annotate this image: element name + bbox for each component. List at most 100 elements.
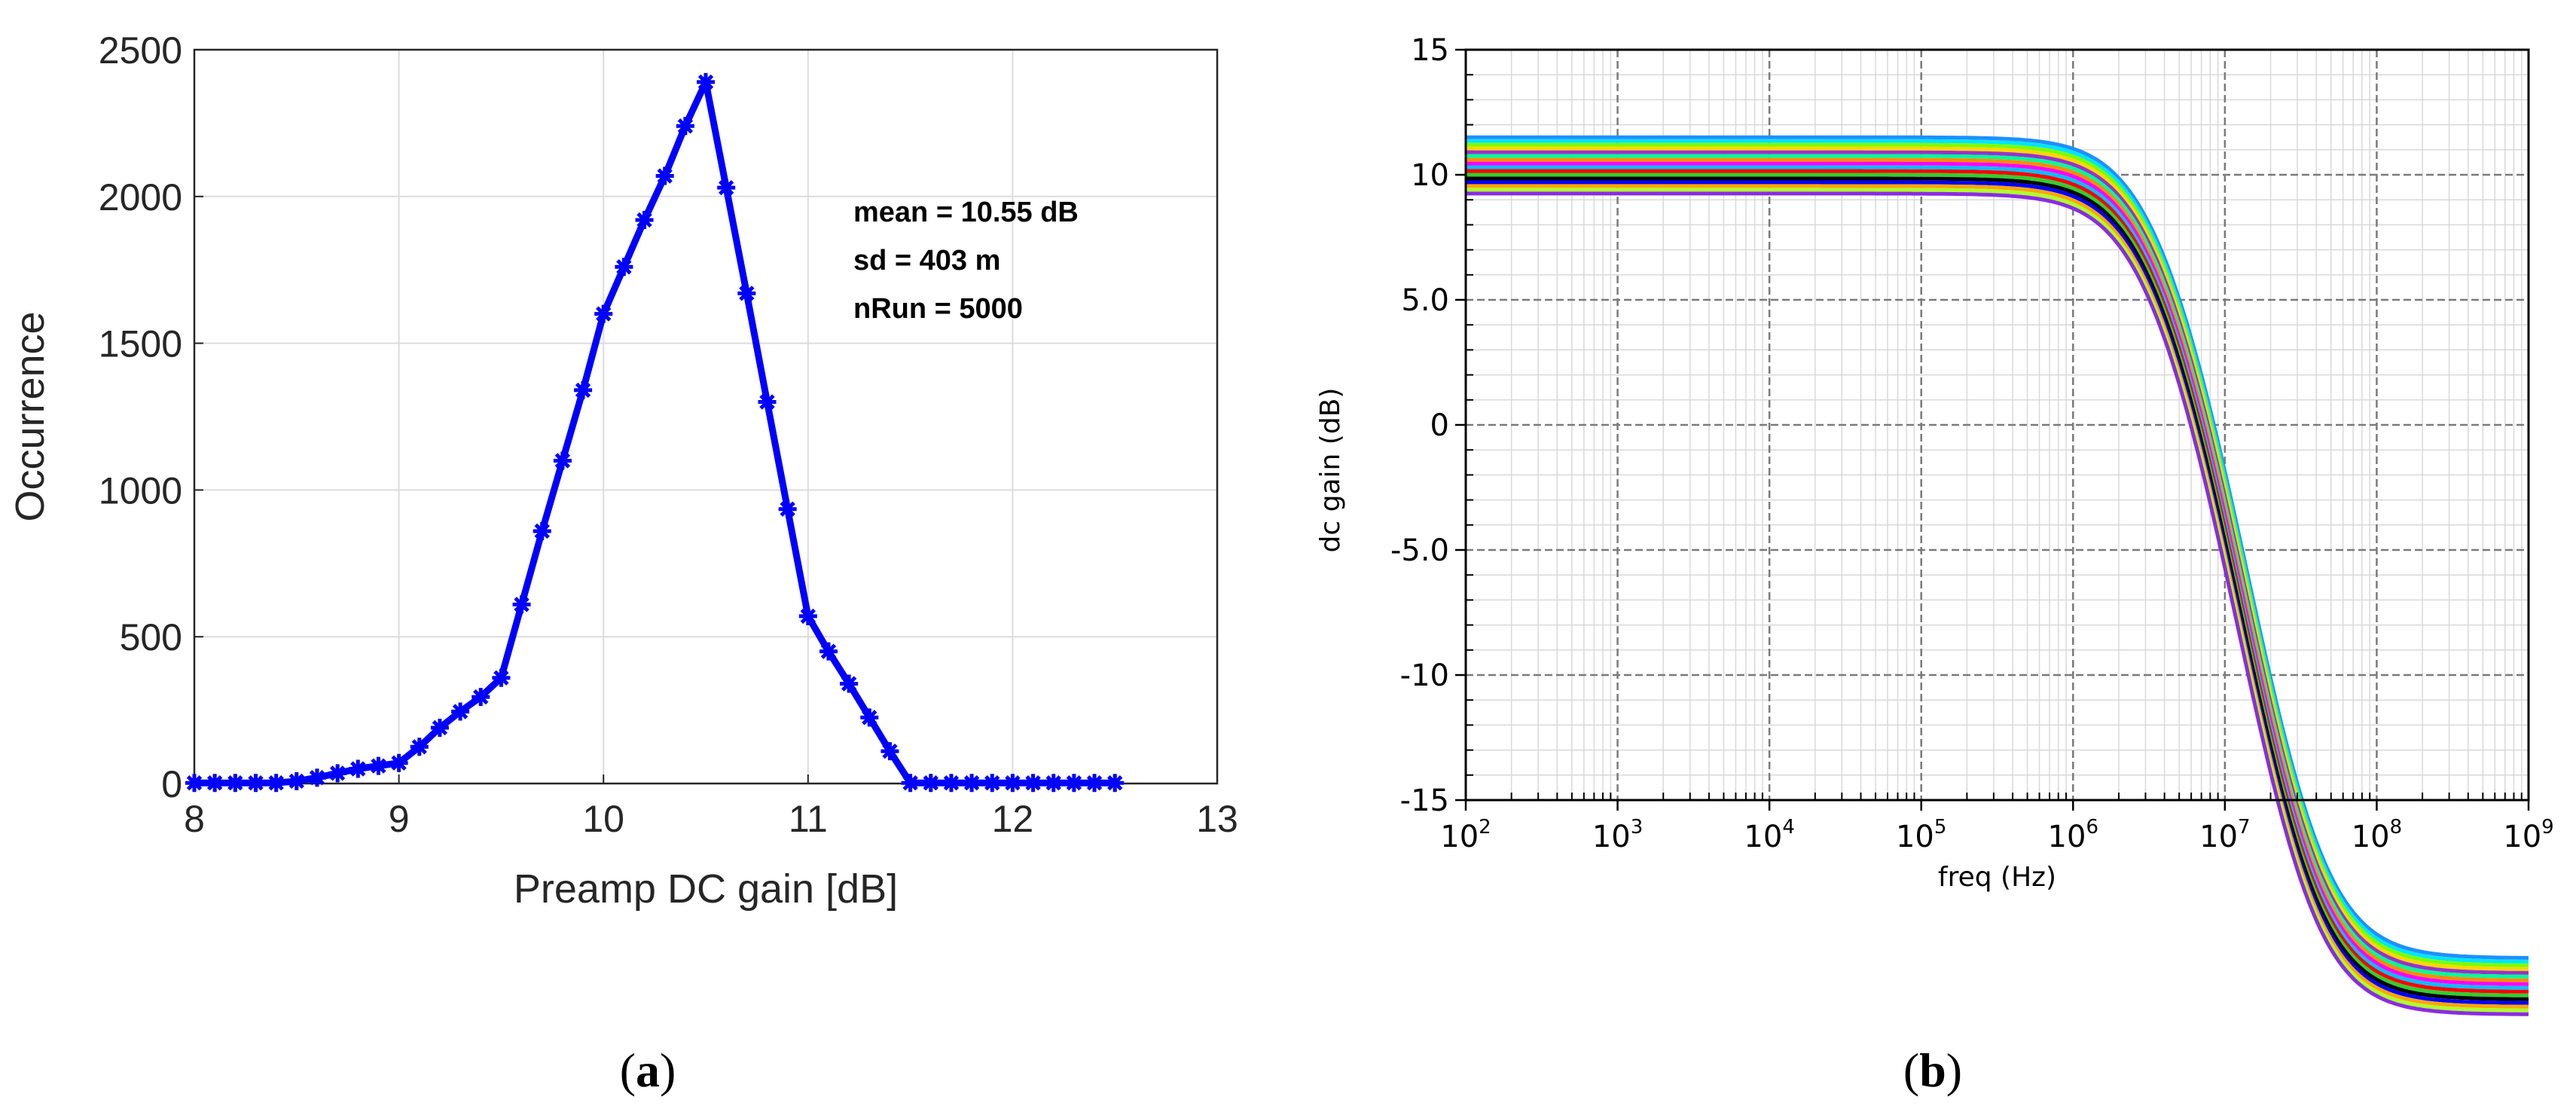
data-marker (778, 499, 797, 518)
x-tick-base: 10 (2352, 820, 2390, 854)
data-marker (512, 595, 531, 614)
y-tick-label: -15 (1400, 784, 1449, 818)
data-marker (369, 756, 388, 775)
x-tick-label: 107 (2199, 816, 2250, 854)
data-marker (615, 258, 633, 276)
data-marker (451, 702, 470, 721)
data-marker (1085, 774, 1104, 793)
data-marker (267, 774, 285, 793)
y-tick-label: 1500 (99, 323, 182, 365)
occurrence-line (194, 78, 1116, 787)
x-tick-exponent: 2 (1479, 816, 1491, 839)
chart-a: 8 9 10 11 12 13 0 500 1000 1500 2000 2500 mean = 10.… (8, 29, 1238, 1097)
x-tick-base: 10 (1896, 820, 1934, 854)
x-tick-label: 8 (184, 798, 205, 840)
x-tick-exponent: 7 (2238, 816, 2251, 839)
x-tick-label: 105 (1896, 816, 1946, 854)
x-tick-base: 10 (1744, 820, 1782, 854)
x-tick-exponent: 4 (1782, 816, 1795, 839)
y-tick-label: 0 (161, 763, 182, 805)
x-tick-exponent: 6 (2086, 816, 2098, 839)
x-tick-label: 104 (1744, 816, 1794, 854)
x-tick-exponent: 8 (2390, 816, 2403, 839)
panel-label-a: (a) (620, 1043, 676, 1097)
gain-curve-run-10 (1466, 169, 2529, 994)
data-marker (492, 668, 511, 687)
y-tick-label: 2500 (99, 29, 182, 72)
data-marker (574, 380, 593, 399)
data-marker (533, 521, 551, 540)
data-marker (697, 72, 715, 91)
data-marker (758, 393, 777, 411)
x-tick-label: 9 (389, 798, 410, 840)
data-marker (963, 774, 981, 793)
data-marker (737, 284, 756, 303)
x-tick-exponent: 3 (1631, 816, 1644, 839)
gain-curve-run-15 (1466, 188, 2529, 1013)
data-marker (676, 117, 694, 136)
x-tick-label: 108 (2352, 816, 2402, 854)
gain-curve-run-7 (1466, 157, 2529, 982)
panel-label-a-letter: a (636, 1043, 660, 1097)
x-tick-label: 10 (582, 798, 624, 840)
data-marker (1024, 774, 1042, 793)
data-marker (881, 742, 899, 761)
gain-curve-run-8 (1466, 161, 2529, 986)
data-marker (942, 774, 960, 793)
gain-curve-run-6 (1466, 154, 2529, 979)
y-tick-label: 500 (120, 616, 182, 658)
data-marker (349, 759, 368, 778)
x-tick-label: 13 (1196, 798, 1238, 840)
data-marker (307, 768, 326, 787)
panel-label-b: (b) (1903, 1043, 1962, 1097)
data-marker (553, 451, 572, 470)
gain-curve-run-14 (1466, 184, 2529, 1009)
data-marker (840, 674, 859, 693)
x-tick-exponent: 9 (2541, 816, 2554, 839)
data-marker (410, 738, 429, 756)
data-marker (328, 764, 347, 783)
data-marker (594, 304, 613, 323)
stats-annotation: sd = 403 m (853, 245, 1000, 276)
x-tick-label: 103 (1592, 816, 1643, 854)
panel-label-b-letter: b (1919, 1043, 1946, 1097)
data-marker (819, 642, 838, 661)
x-tick-exponent: 5 (1934, 816, 1947, 839)
data-marker (472, 688, 490, 707)
y-tick-label: 15 (1411, 33, 1449, 68)
x-tick-base: 10 (2503, 820, 2541, 854)
gain-curve-run-3 (1466, 142, 2529, 967)
plot-frame-b (1464, 48, 2530, 802)
data-marker (901, 774, 920, 793)
data-marker (1003, 774, 1022, 793)
data-marker (798, 606, 817, 625)
data-marker (389, 753, 408, 772)
data-marker (1044, 774, 1063, 793)
x-axis-title: Preamp DC gain [dB] (514, 866, 898, 912)
data-marker (1106, 774, 1125, 793)
x-tick-label: 11 (789, 798, 828, 840)
data-marker (1064, 774, 1083, 793)
y-axis-title: Occurrence (8, 311, 53, 521)
data-marker (246, 774, 265, 793)
x-axis-title: freq (Hz) (1938, 862, 2056, 893)
data-marker (430, 718, 449, 737)
data-marker (717, 179, 736, 197)
plot-area-a (194, 50, 1217, 784)
data-marker (655, 166, 674, 185)
y-tick-label: 1000 (99, 469, 182, 512)
y-tick-label: -10 (1400, 658, 1449, 693)
gain-curve-run-2 (1466, 139, 2529, 964)
data-marker (983, 774, 1002, 793)
data-marker (185, 774, 203, 793)
data-marker (206, 774, 224, 793)
gain-curve-run-12 (1466, 176, 2529, 1001)
y-tick-label: 2000 (99, 176, 182, 218)
x-tick-base: 10 (1440, 820, 1479, 854)
gain-curve-run-4 (1466, 146, 2529, 971)
stats-annotation: mean = 10.55 dB (853, 197, 1079, 228)
x-tick-label: 12 (992, 798, 1034, 840)
data-marker (635, 210, 654, 229)
data-marker (226, 774, 245, 793)
